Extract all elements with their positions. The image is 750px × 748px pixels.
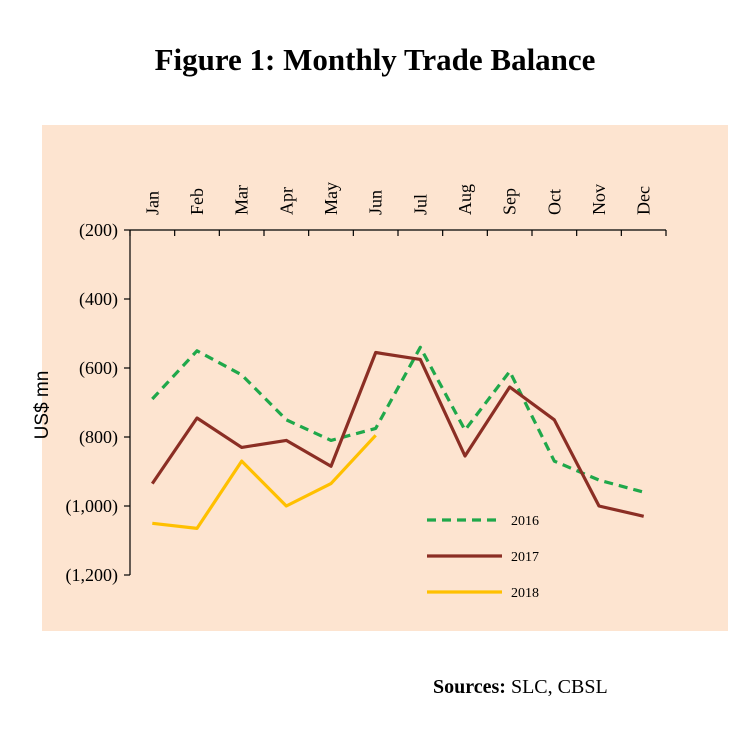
legend-label-2017: 2017 [511, 550, 539, 565]
series-line-2018 [152, 434, 377, 531]
x-tick-label: Nov [589, 184, 609, 215]
y-tick-label: (1,000) [66, 496, 119, 517]
y-tick-label: (200) [79, 220, 118, 241]
series-line-2017 [150, 350, 645, 518]
y-tick-label: (400) [79, 289, 118, 310]
x-tick-label: Apr [276, 187, 296, 215]
sources-text: SLC, CBSL [510, 676, 608, 698]
chart-title: Figure 1: Monthly Trade Balance [154, 42, 596, 77]
series-line-2016 [151, 345, 645, 494]
y-tick-label: (1,200) [66, 565, 119, 586]
legend-label-2018: 2018 [511, 586, 539, 601]
x-tick-label: Jul [410, 194, 430, 215]
x-tick-label: Dec [634, 186, 654, 215]
legend-label-2016: 2016 [511, 514, 539, 529]
y-tick-label: (800) [79, 427, 118, 448]
sources-label: Sources: [433, 676, 506, 698]
y-tick-label: (600) [79, 358, 118, 379]
x-tick-label: May [321, 182, 341, 215]
x-tick-label: Jan [142, 191, 162, 215]
chart-panel [42, 125, 728, 631]
sources-note: Sources: SLC, CBSL [433, 676, 608, 699]
x-tick-label: Jun [366, 190, 386, 215]
y-axis-title: US$ mn [32, 371, 53, 440]
x-tick-label: Oct [544, 189, 564, 215]
x-tick-label: Mar [232, 185, 252, 215]
x-tick-label: Sep [500, 188, 520, 215]
x-tick-label: Feb [187, 188, 207, 215]
x-tick-label: Aug [455, 184, 475, 215]
